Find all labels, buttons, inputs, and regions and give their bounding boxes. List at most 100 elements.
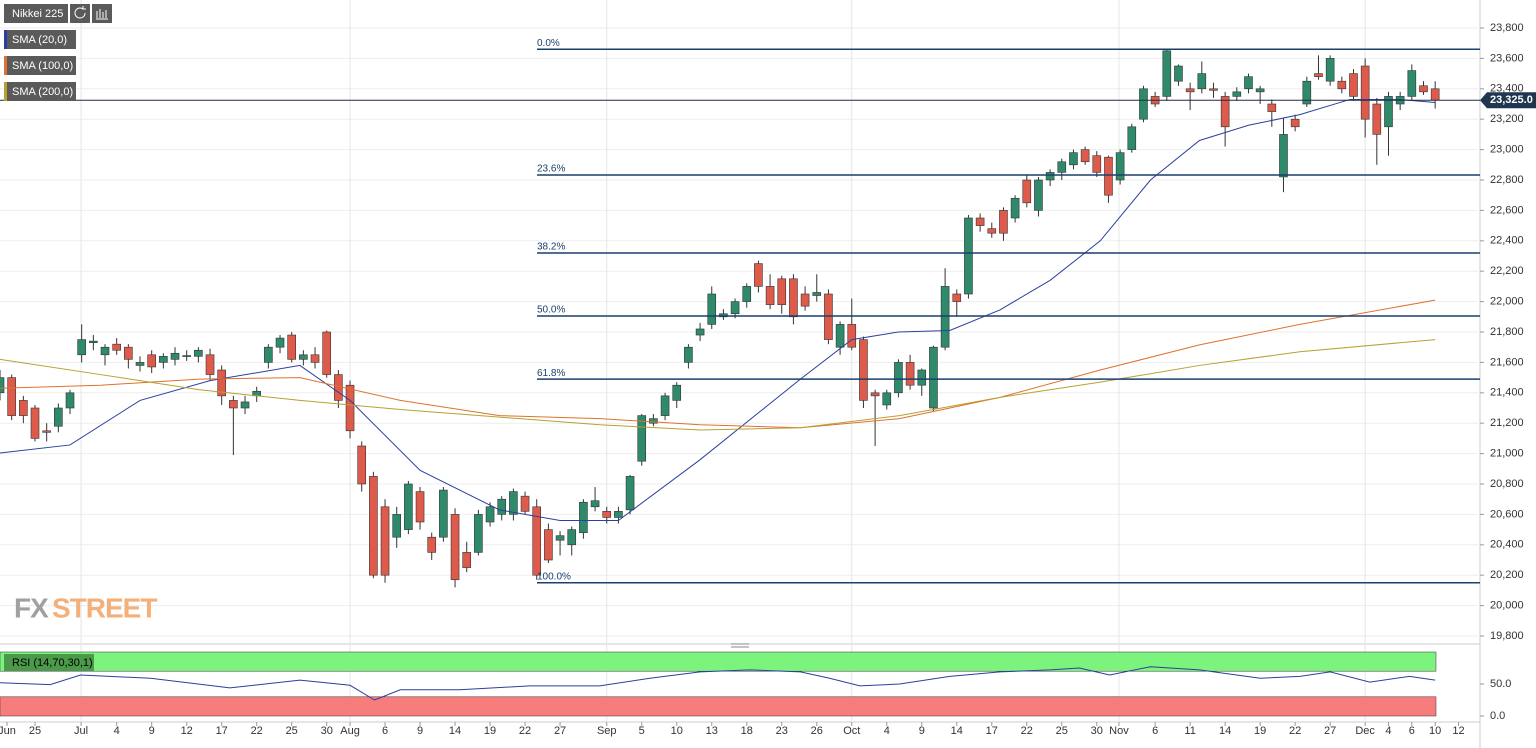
- y-tick-label: 20,600: [1490, 508, 1524, 520]
- candle-body: [905, 362, 915, 386]
- candle-body: [1010, 197, 1020, 219]
- fib-label: 50.0%: [537, 305, 565, 316]
- last-price-box: [1480, 92, 1536, 109]
- candle-body: [182, 355, 191, 357]
- chart-title: Nikkei 225: [12, 8, 63, 20]
- candle-body: [217, 369, 226, 397]
- x-tick-label: 6: [1152, 725, 1158, 737]
- y-tick-label: 19,800: [1490, 630, 1524, 642]
- candle-body: [380, 506, 390, 576]
- candle-body: [1045, 172, 1055, 181]
- candle-body: [1384, 96, 1393, 128]
- candle-body: [649, 418, 658, 424]
- legend: Nikkei 225 SMA (20,0) SMA (100,0) SMA (200…: [4, 4, 112, 101]
- x-tick-label: 18: [741, 725, 753, 737]
- x-tick-label: 22: [1289, 725, 1301, 737]
- candle-body: [287, 334, 296, 360]
- candle-body: [1360, 65, 1370, 120]
- y-tick-label: 23,400: [1490, 83, 1524, 95]
- fib-label: 61.8%: [537, 368, 565, 379]
- candle-body: [170, 352, 180, 360]
- y-tick-label: 0.0: [1490, 710, 1505, 722]
- refresh-button[interactable]: [70, 4, 90, 23]
- candle-body: [1279, 134, 1288, 178]
- y-tick-label: 20,400: [1490, 539, 1524, 551]
- x-tick-label: 9: [149, 725, 155, 737]
- legend-label: SMA (200,0): [12, 86, 73, 98]
- y-tick-label: 20,800: [1490, 478, 1524, 490]
- legend-swatch: [4, 56, 7, 75]
- candle-body: [485, 506, 495, 523]
- x-tick-label: 10: [671, 725, 683, 737]
- legend-label: SMA (20,0): [12, 34, 67, 46]
- y-tick-label: 21,800: [1490, 326, 1524, 338]
- candle-body: [1302, 80, 1312, 105]
- candle-body: [1349, 73, 1358, 97]
- candle-body: [660, 395, 670, 416]
- x-tick-label: 23: [776, 725, 788, 737]
- x-tick-label: 4: [884, 725, 890, 737]
- candle-body: [65, 392, 75, 409]
- x-tick-label: 25: [1056, 725, 1068, 737]
- candle-body: [1057, 161, 1067, 173]
- candle-body: [590, 500, 600, 508]
- axes: 19,800 20,000 20,200 20,400 20,600 20,800 21,0…: [0, 22, 1536, 737]
- candle-body: [1267, 103, 1277, 112]
- x-tick-label: Dec: [1355, 725, 1375, 737]
- candle-body: [929, 346, 938, 409]
- candle-body: [1430, 88, 1440, 101]
- candle-body: [870, 392, 880, 397]
- watermark-street: STREET: [52, 592, 157, 623]
- candle-body: [275, 337, 285, 348]
- candle-body: [835, 324, 845, 348]
- rsi-pane: RSI (14,70,30,1): [0, 651, 1437, 717]
- candle-body: [800, 293, 810, 307]
- candle-body: [1220, 96, 1230, 128]
- candle-body: [1104, 156, 1113, 196]
- candle-body: [707, 293, 717, 325]
- candle-body: [742, 286, 752, 302]
- legend-box: [4, 82, 76, 101]
- candle-body: [964, 217, 973, 295]
- x-tick-label: 25: [286, 725, 298, 737]
- candle-body: [147, 354, 156, 368]
- candle-body: [1022, 179, 1032, 204]
- x-tick-label: 19: [484, 725, 496, 737]
- candle-body: [1115, 152, 1125, 181]
- candle-body: [625, 476, 635, 511]
- candle-body: [614, 511, 623, 518]
- candle-body: [497, 498, 507, 515]
- candle-body: [555, 535, 565, 541]
- candle-body: [1407, 70, 1417, 97]
- candle-body: [404, 483, 413, 530]
- pane-handle[interactable]: [731, 643, 749, 648]
- overbought-band: [0, 651, 1437, 672]
- candle-body: [1372, 103, 1382, 135]
- y-tick-label: 22,000: [1490, 296, 1524, 308]
- candle-body: [1419, 85, 1428, 93]
- candle-body: [1244, 76, 1253, 90]
- candle-body: [987, 228, 997, 234]
- candle-body: [1162, 50, 1172, 97]
- candle-body: [345, 384, 355, 432]
- candle-body: [124, 346, 133, 360]
- candle-body: [415, 491, 425, 523]
- candle-body: [357, 445, 367, 485]
- indicator-button[interactable]: [92, 4, 112, 23]
- candle-body: [579, 501, 588, 533]
- sma-line: [0, 299, 1436, 429]
- sma-line: [0, 339, 1436, 431]
- x-tick-label: Jun: [0, 725, 16, 737]
- candle-body: [1034, 179, 1043, 211]
- candle-body: [917, 369, 927, 386]
- legend-box: [4, 56, 76, 75]
- x-tick-label: 27: [554, 725, 566, 737]
- candle-body: [229, 400, 238, 409]
- x-tick-label: 14: [449, 725, 461, 737]
- candle-body: [0, 377, 5, 394]
- candle-body: [369, 476, 378, 576]
- candle-body: [1139, 88, 1148, 120]
- sma-line: [0, 98, 1436, 521]
- candle-body: [54, 407, 63, 427]
